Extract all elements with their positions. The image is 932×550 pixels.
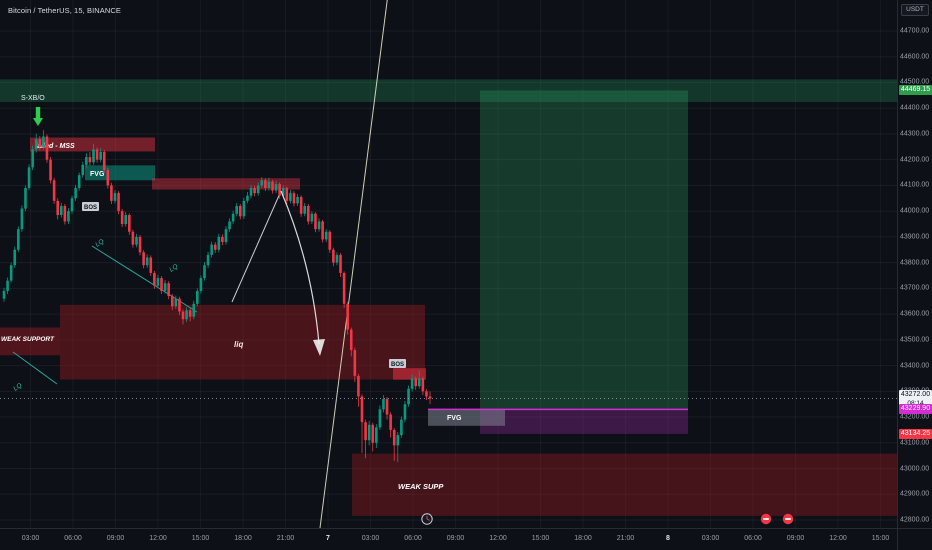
price-tick: 43800.00 [900, 259, 930, 267]
time-tick: 15:00 [531, 535, 550, 542]
chart-labels: S-XB/O LQ LQ LQ [12, 95, 179, 393]
chart-pane[interactable]: failed - MSS FVG liq WEAK SUPPORT WEAK SUPP F… [0, 0, 897, 528]
target-price-badge: 44469.15 [899, 85, 932, 96]
bos-marker-1 [82, 202, 99, 211]
path-arrow[interactable] [280, 190, 325, 356]
time-tick: 09:00 [786, 535, 805, 542]
time-tick: 09:00 [106, 535, 125, 542]
risk-box[interactable] [480, 409, 688, 434]
weak-support-zone[interactable] [0, 327, 60, 356]
long-target-box[interactable] [480, 90, 688, 410]
price-tick: 43100.00 [900, 439, 930, 447]
price-tick: 44300.00 [900, 130, 930, 138]
bos-marker-1-label: BOS [84, 205, 97, 211]
resistance-band[interactable] [0, 79, 897, 103]
price-tick: 43400.00 [900, 362, 930, 370]
price-tick: 42800.00 [900, 516, 930, 524]
fvg-zone-lower-label: FVG [447, 415, 462, 422]
lq-label-2: LQ [168, 263, 179, 274]
time-tick: 18:00 [574, 535, 592, 542]
price-tick: 43600.00 [900, 310, 930, 318]
drawing-zones[interactable]: failed - MSS FVG liq WEAK SUPPORT WEAK SUPP F… [0, 79, 897, 516]
fvg-zone-upper[interactable] [85, 165, 155, 181]
lq-label-1: LQ [94, 238, 105, 249]
time-tick: 8 [666, 535, 670, 542]
axis-corner [897, 528, 932, 550]
time-tick: 12:00 [149, 535, 167, 542]
time-tick: 21:00 [276, 535, 295, 542]
price-tick: 44400.00 [900, 104, 930, 112]
weak-supp-zone[interactable] [352, 453, 897, 516]
down-path-arrowhead [313, 339, 325, 356]
fvg-zone-lower[interactable] [428, 408, 505, 426]
price-tick: 43200.00 [900, 413, 930, 421]
time-tick: 09:00 [446, 535, 465, 542]
symbol-title[interactable]: Bitcoin / TetherUS, 15, BINANCE [8, 6, 122, 15]
order-block[interactable] [393, 368, 426, 380]
last-price-badge: 43272.00 08:14 [899, 389, 932, 408]
time-tick: 06:00 [744, 535, 762, 542]
signal-down-arrow [33, 107, 43, 126]
time-tick: 18:00 [234, 535, 252, 542]
time-tick: 12:00 [829, 535, 847, 542]
weak-supp-zone-label: WEAK SUPP [398, 482, 444, 491]
price-tick: 44600.00 [900, 53, 930, 61]
time-tick: 03:00 [701, 535, 720, 542]
shape-markers: BOS BOS [33, 107, 406, 368]
sxbo-label: S-XB/O [21, 95, 45, 102]
time-tick: 15:00 [191, 535, 210, 542]
liquidity-trendline-2[interactable] [12, 351, 58, 385]
stop-price-badge: 43134.25 [899, 428, 932, 439]
lq-label-3: LQ [12, 382, 23, 393]
grid-lines [0, 0, 897, 528]
bos-marker-2 [389, 359, 406, 368]
fvg-zone-upper-label: FVG [90, 171, 105, 178]
candlestick-series [2, 130, 432, 463]
liq-zone[interactable] [60, 304, 425, 380]
time-tick: 03:00 [361, 535, 380, 542]
price-tick: 44500.00 [900, 78, 930, 86]
path-up-leg[interactable] [231, 190, 282, 303]
fvg-price-badge: 43229.90 [899, 404, 932, 415]
supply-zone[interactable] [152, 178, 300, 190]
price-tick: 43500.00 [900, 336, 930, 344]
price-tick: 43900.00 [900, 233, 930, 241]
price-tick: 43700.00 [900, 284, 930, 292]
bos-marker-2-label: BOS [391, 362, 404, 368]
candlestick-chart[interactable]: failed - MSS FVG liq WEAK SUPPORT WEAK SUPP F… [0, 0, 897, 528]
projection-line[interactable] [319, 0, 388, 528]
down-path-arrow[interactable] [280, 190, 320, 345]
time-tick: 15:00 [871, 535, 890, 542]
time-tick: 21:00 [616, 535, 635, 542]
weak-support-zone-label: WEAK SUPPORT [1, 336, 55, 343]
price-tick: 43000.00 [900, 465, 930, 473]
price-tick: 44700.00 [900, 27, 930, 35]
time-tick: 7 [326, 535, 330, 542]
time-tick: 06:00 [404, 535, 422, 542]
price-tick: 42900.00 [900, 490, 930, 498]
time-tick: 12:00 [489, 535, 507, 542]
level-lines[interactable] [0, 398, 897, 411]
price-tick: 44100.00 [900, 181, 930, 189]
currency-badge[interactable]: USDT [901, 4, 929, 16]
time-axis[interactable]: 03:00 06:00 09:00 12:00 15:00 18:00 21:00 7 03:0… [0, 528, 897, 550]
failed-mss-zone[interactable] [30, 137, 155, 152]
failed-mss-zone-label: failed - MSS [35, 143, 75, 150]
price-tick: 44200.00 [900, 156, 930, 164]
time-tick: 06:00 [64, 535, 82, 542]
price-axis[interactable]: USDT 44700.00 44600.00 44500.00 44400.00 443… [897, 0, 932, 528]
time-tick: 03:00 [21, 535, 40, 542]
timeline-icons[interactable] [421, 513, 794, 525]
liq-zone-label: liq [234, 340, 243, 349]
price-tick: 44000.00 [900, 207, 930, 215]
